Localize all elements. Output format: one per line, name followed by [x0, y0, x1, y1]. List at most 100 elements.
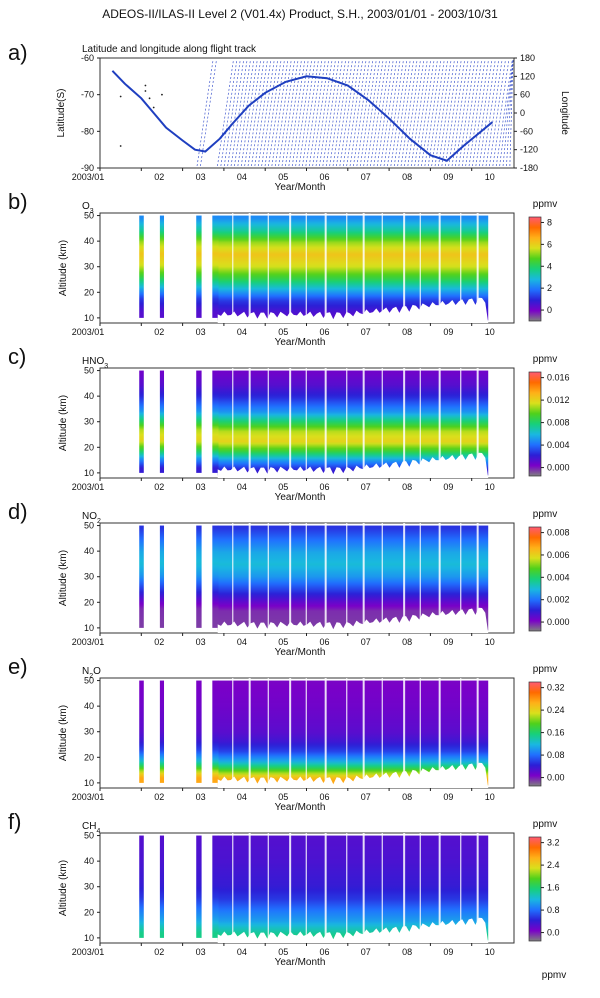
panel-letter: a) [8, 40, 28, 65]
x-tick-label: 10 [485, 947, 495, 957]
data-gap [305, 213, 307, 323]
longitude-track-segment [475, 59, 493, 167]
data-point [144, 84, 147, 87]
data-gap [403, 213, 406, 323]
latitude-line [111, 70, 493, 162]
y-tick-label: 10 [84, 778, 94, 788]
longitude-track-segment [427, 59, 445, 167]
data-gap [438, 368, 441, 478]
species-label: CH4 [82, 821, 100, 835]
x-tick-label: 07 [361, 172, 371, 182]
colorbar-tick-label: 0.006 [547, 550, 570, 560]
colorbar-units: ppmv [533, 664, 557, 675]
longitude-track-segment [244, 59, 262, 167]
colorbar-tick-label: 0.00 [547, 773, 565, 783]
x-tick-label: 04 [237, 947, 247, 957]
x-tick-label: 07 [361, 637, 371, 647]
x-tick-label: 08 [402, 327, 412, 337]
species-subscript: 3 [104, 363, 108, 370]
longitude-track-segment [495, 59, 513, 167]
x-tick-label: 03 [196, 482, 206, 492]
data-gap [289, 523, 292, 633]
y2-tick-label: -180 [520, 163, 538, 173]
data-gap [267, 833, 269, 943]
longitude-track-segment [509, 59, 514, 167]
x-tick-label: 05 [278, 172, 288, 182]
longitude-track-segment [322, 59, 340, 167]
measurement-stripe [196, 215, 202, 318]
measurement-stripe [139, 680, 144, 783]
species-label: N2O [82, 666, 101, 680]
data-gap [403, 523, 406, 633]
x-axis-label: Year/Month [275, 802, 326, 813]
longitude-track-segment [383, 59, 401, 167]
data-point [119, 145, 122, 147]
longitude-track-segment [217, 59, 234, 167]
data-gap [438, 678, 441, 788]
measurement-stripe [159, 680, 165, 783]
data-gap [267, 213, 269, 323]
data-point [144, 90, 147, 92]
species-subscript: 2 [89, 673, 93, 680]
x-tick-label: 10 [485, 637, 495, 647]
lower-mask [217, 607, 489, 633]
y-tick-label: 30 [84, 262, 94, 272]
measurement-stripe [159, 525, 165, 628]
data-gap [419, 833, 421, 943]
longitude-track-segment [291, 59, 309, 167]
longitude-track-segment [353, 59, 370, 167]
y-tick-label: 40 [84, 236, 94, 246]
longitude-track-segment [387, 59, 404, 167]
longitude-track-segment [407, 59, 425, 167]
y-tick-label: -90 [81, 163, 94, 173]
longitude-track-segment [414, 59, 432, 167]
longitude-track-segment [349, 59, 367, 167]
y-tick-label: 10 [84, 468, 94, 478]
longitude-track-segment [478, 59, 496, 167]
data-gap [438, 523, 441, 633]
longitude-track-segment [315, 59, 333, 167]
data-gap [232, 213, 234, 323]
x-tick-label: 03 [196, 947, 206, 957]
colorbar-tick-label: 2 [547, 283, 552, 293]
x-tick-label: 08 [402, 172, 412, 182]
longitude-track-segment [240, 59, 258, 167]
longitude-track-segment [366, 59, 384, 167]
x-tick-label: 03 [196, 792, 206, 802]
heatmap-field [139, 523, 489, 633]
colorbar-tick-label: 2.4 [547, 860, 560, 870]
panel-a: a) Latitude and longitude along flight tr… [8, 40, 570, 193]
y-tick-label: 30 [84, 882, 94, 892]
species-suffix: O [93, 666, 101, 677]
longitude-track-segment [359, 59, 377, 167]
longitude-track-segment [271, 59, 289, 167]
y-tick-label: 10 [84, 933, 94, 943]
longitude-track-segment [434, 59, 452, 167]
data-gap [305, 678, 307, 788]
x-tick-label: 08 [402, 947, 412, 957]
colorbar-tick-label: 0.008 [547, 528, 570, 538]
data-gap [305, 833, 307, 943]
longitude-track-segment [370, 59, 387, 167]
y-tick-label: 40 [84, 856, 94, 866]
panel-letter: c) [8, 344, 26, 369]
data-gap [403, 368, 406, 478]
y-tick-label: 50 [84, 831, 94, 841]
longitude-track-segment [410, 59, 428, 167]
x-tick-label: 2003/01 [72, 637, 105, 647]
colorbar-units: ppmv [533, 354, 557, 365]
longitude-track-segment [251, 59, 268, 167]
y2-tick-label: 0 [520, 108, 525, 118]
y2-tick-label: 60 [520, 90, 530, 100]
x-tick-label: 06 [319, 792, 329, 802]
y-tick-label: 50 [84, 521, 94, 531]
data-gap [362, 368, 365, 478]
longitude-track-segment [268, 59, 285, 167]
data-gap [460, 523, 462, 633]
colorbar [528, 526, 542, 632]
longitude-track-segment [441, 59, 459, 167]
data-gap [381, 368, 383, 478]
